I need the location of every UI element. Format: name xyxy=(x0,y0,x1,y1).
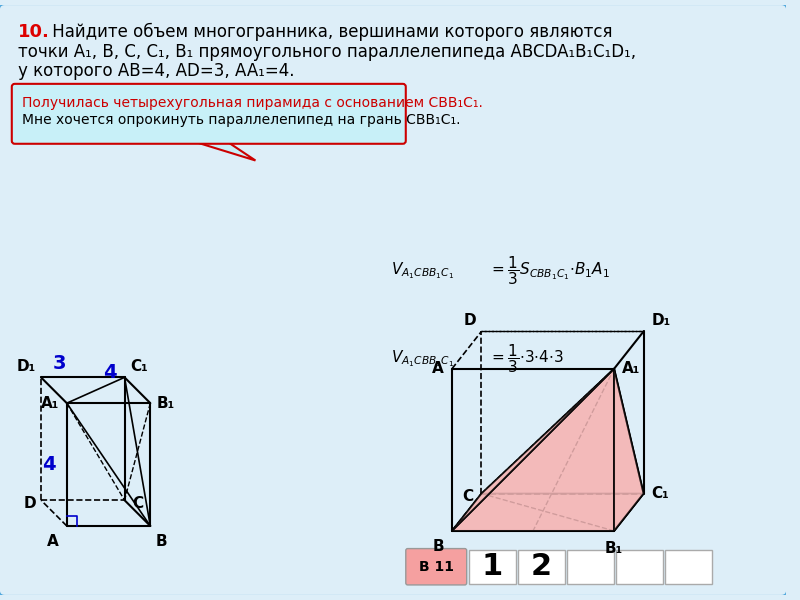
Text: точки A₁, B, C, C₁, B₁ прямоугольного параллелепипеда ABCDA₁B₁C₁D₁,: точки A₁, B, C, C₁, B₁ прямоугольного па… xyxy=(18,43,636,61)
Text: $V_{A_1 CBB_1C_1}$: $V_{A_1 CBB_1C_1}$ xyxy=(391,260,454,281)
Text: A₁: A₁ xyxy=(41,395,59,410)
Text: $V_{A_1 CBB_1C_1}$: $V_{A_1 CBB_1C_1}$ xyxy=(391,349,454,369)
Text: 4: 4 xyxy=(103,364,117,382)
Text: A: A xyxy=(47,534,59,549)
Polygon shape xyxy=(614,369,643,531)
Text: D₁: D₁ xyxy=(651,313,670,328)
Polygon shape xyxy=(452,494,643,531)
Text: D₁: D₁ xyxy=(17,359,36,374)
Text: B₁: B₁ xyxy=(605,541,623,556)
Text: C: C xyxy=(132,496,143,511)
Text: Мне хочется опрокинуть параллелепипед на грань CBB₁C₁.: Мне хочется опрокинуть параллелепипед на… xyxy=(22,113,460,127)
Text: 10.: 10. xyxy=(18,23,50,41)
Text: B₁: B₁ xyxy=(156,395,174,410)
Text: D: D xyxy=(23,496,36,511)
FancyBboxPatch shape xyxy=(12,84,406,144)
Text: у которого AB=4, AD=3, AA₁=4.: у которого AB=4, AD=3, AA₁=4. xyxy=(18,62,294,80)
Text: 2: 2 xyxy=(531,552,552,581)
Text: B: B xyxy=(433,539,444,554)
Text: A: A xyxy=(432,361,444,376)
FancyBboxPatch shape xyxy=(616,550,663,584)
Text: D: D xyxy=(464,313,477,328)
Text: 4: 4 xyxy=(42,455,56,474)
Text: Найдите объем многогранника, вершинами которого являются: Найдите объем многогранника, вершинами к… xyxy=(47,23,613,41)
Polygon shape xyxy=(452,369,614,531)
Text: 3: 3 xyxy=(53,355,66,373)
Text: 1: 1 xyxy=(482,552,503,581)
FancyBboxPatch shape xyxy=(567,550,614,584)
FancyBboxPatch shape xyxy=(0,2,789,598)
Text: В 11: В 11 xyxy=(418,560,454,574)
FancyBboxPatch shape xyxy=(406,548,466,585)
Text: $=\dfrac{1}{3}S_{CBB_1C_1}{\cdot}B_1A_1$: $=\dfrac{1}{3}S_{CBB_1C_1}{\cdot}B_1A_1$ xyxy=(490,254,610,287)
FancyBboxPatch shape xyxy=(518,550,565,584)
Polygon shape xyxy=(191,141,255,160)
Text: C₁: C₁ xyxy=(651,486,669,501)
Text: C₁: C₁ xyxy=(130,359,148,374)
FancyBboxPatch shape xyxy=(665,550,712,584)
Text: Получилась четырехугольная пирамида с основанием CBB₁C₁.: Получилась четырехугольная пирамида с ос… xyxy=(22,95,482,110)
Text: $=\dfrac{1}{3}{\cdot}3{\cdot}4{\cdot}3$: $=\dfrac{1}{3}{\cdot}3{\cdot}4{\cdot}3$ xyxy=(490,343,564,376)
FancyBboxPatch shape xyxy=(469,550,516,584)
Text: B: B xyxy=(155,534,167,549)
Polygon shape xyxy=(482,369,643,494)
Text: C: C xyxy=(462,489,474,504)
Text: A₁: A₁ xyxy=(622,361,640,376)
Polygon shape xyxy=(452,369,614,531)
